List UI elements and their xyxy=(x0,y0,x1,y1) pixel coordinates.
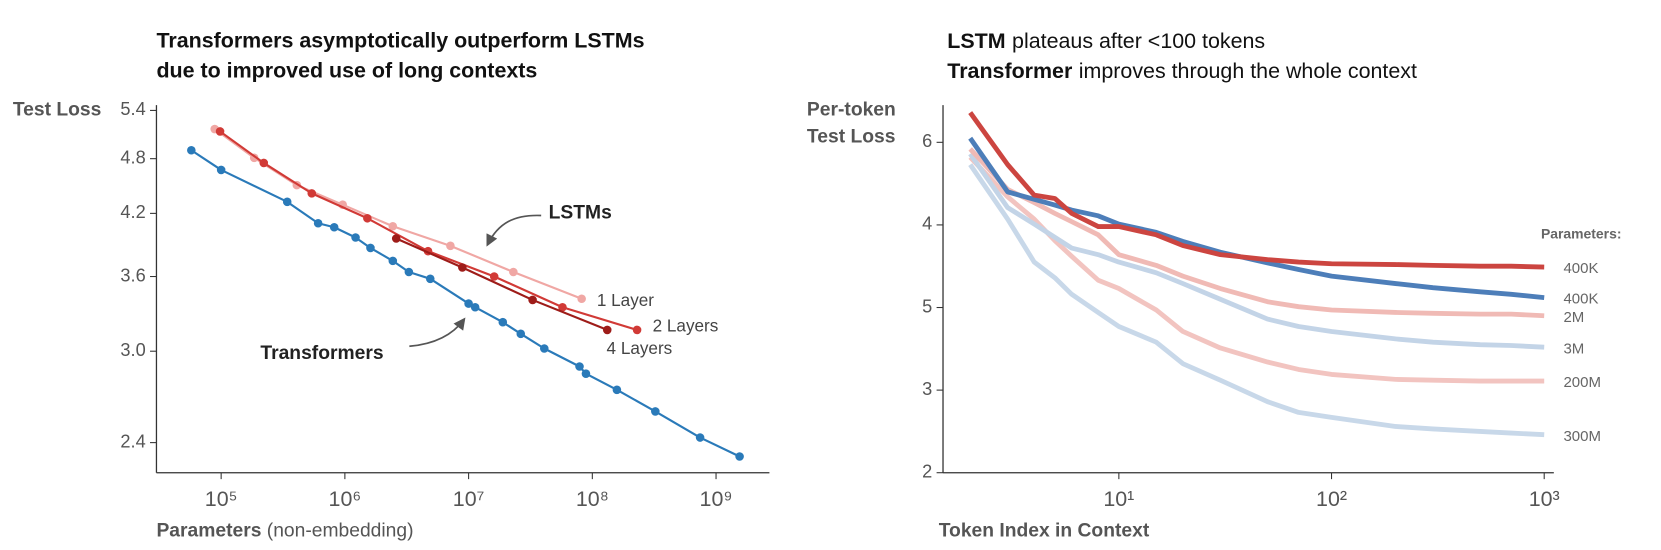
y-tick-label: 6 xyxy=(922,131,932,151)
marker xyxy=(446,241,455,251)
annotation-arrow xyxy=(409,317,466,348)
x-tick-label: 10⁵ xyxy=(205,487,238,511)
marker xyxy=(470,302,480,312)
marker xyxy=(388,256,398,266)
marker xyxy=(498,317,508,327)
marker xyxy=(581,369,591,378)
legend-title: Parameters: xyxy=(1541,226,1621,242)
series-label: Transformers xyxy=(260,343,383,364)
y-tick-label: 4.8 xyxy=(120,147,145,167)
series-label: 400K xyxy=(1563,260,1598,277)
marker xyxy=(489,272,499,281)
series-label: 1 Layer xyxy=(597,290,654,310)
x-axis-label: Parameters (non-embedding) xyxy=(156,521,413,542)
chart-title: Transformers asymptotically outperform L… xyxy=(156,29,644,53)
series-line xyxy=(968,111,1545,270)
x-label-main: Parameters xyxy=(156,521,261,542)
marker xyxy=(404,267,414,277)
marker xyxy=(509,267,518,277)
marker xyxy=(528,295,537,305)
y-axis-label: Test Loss xyxy=(13,100,102,121)
x-tick-label: 10⁸ xyxy=(576,487,609,511)
marker xyxy=(577,294,586,304)
marker xyxy=(602,325,612,335)
x-tick-label: 10² xyxy=(1316,487,1347,511)
marker xyxy=(575,362,584,371)
series-label: 3M xyxy=(1563,340,1584,357)
annotation-arrow xyxy=(486,214,542,247)
marker xyxy=(329,222,339,232)
y-axis-label: Per-token xyxy=(807,100,896,121)
marker xyxy=(558,302,567,312)
y-tick-label: 3.6 xyxy=(120,265,145,285)
marker xyxy=(351,233,360,242)
y-tick-label: 3 xyxy=(922,379,932,399)
series-line xyxy=(214,128,583,300)
marker xyxy=(313,218,323,228)
chart-title: due to improved use of long contexts xyxy=(156,59,537,83)
marker xyxy=(539,344,549,353)
marker xyxy=(215,127,225,136)
marker xyxy=(612,385,622,395)
marker xyxy=(391,234,401,243)
y-tick-label: 3.0 xyxy=(120,340,145,360)
series-line xyxy=(968,163,1545,438)
title-bold: Transformer xyxy=(947,59,1073,83)
marker xyxy=(651,407,660,416)
series-line xyxy=(968,152,1545,350)
title-bold: LSTM xyxy=(947,29,1005,53)
title-text: plateaus after <100 tokens xyxy=(1012,29,1265,53)
series-line xyxy=(395,237,608,331)
series-line xyxy=(968,155,1545,384)
marker xyxy=(259,158,269,168)
series-line xyxy=(968,136,1545,301)
marker xyxy=(464,299,473,308)
x-tick-label: 10³ xyxy=(1529,487,1560,511)
series-line xyxy=(968,147,1545,319)
marker xyxy=(388,221,398,231)
series-label: 2 Layers xyxy=(653,316,719,336)
marker xyxy=(307,189,317,198)
series-label: 200M xyxy=(1563,374,1601,391)
series-label: 300M xyxy=(1563,428,1601,445)
marker xyxy=(695,433,705,442)
x-tick-label: 10⁶ xyxy=(329,487,362,511)
y-axis-label: Test Loss xyxy=(807,126,896,147)
marker xyxy=(632,325,642,335)
series-line xyxy=(219,130,638,331)
y-tick-label: 2.4 xyxy=(120,431,145,451)
series-label: 4 Layers xyxy=(607,338,673,358)
x-label-note: (non-embedding) xyxy=(267,521,414,542)
chart-title: LSTM plateaus after <100 tokens xyxy=(947,29,1265,53)
marker xyxy=(425,274,435,284)
annotation: LSTMs xyxy=(549,202,612,223)
marker xyxy=(363,213,372,223)
chart-title: Transformer improves through the whole co… xyxy=(947,59,1417,83)
marker xyxy=(187,145,196,155)
title-text: improves through the whole context xyxy=(1079,59,1417,83)
series-label: 2M xyxy=(1563,309,1584,326)
marker xyxy=(458,263,467,272)
marker xyxy=(216,165,226,175)
marker xyxy=(516,329,526,339)
x-tick-label: 10¹ xyxy=(1103,487,1134,511)
x-tick-label: 10⁹ xyxy=(700,487,733,511)
y-tick-label: 4.2 xyxy=(120,202,145,222)
x-tick-label: 10⁷ xyxy=(453,487,485,511)
y-tick-label: 5 xyxy=(922,296,932,316)
marker xyxy=(282,197,292,207)
series-label: 400K xyxy=(1563,291,1598,308)
x-axis-label: Token Index in Context xyxy=(939,521,1150,542)
y-tick-label: 4 xyxy=(922,214,932,234)
y-tick-label: 5.4 xyxy=(120,99,145,119)
y-tick-label: 2 xyxy=(922,462,932,482)
marker xyxy=(366,243,375,253)
marker xyxy=(735,452,744,461)
